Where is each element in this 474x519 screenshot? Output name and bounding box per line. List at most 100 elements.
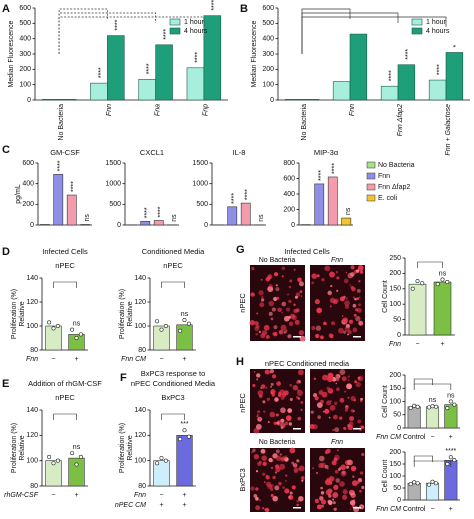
cell <box>333 484 339 490</box>
cell <box>358 320 364 326</box>
data-point <box>430 404 435 409</box>
bar <box>341 217 352 226</box>
cell <box>344 405 349 410</box>
bar <box>138 79 156 101</box>
cell <box>314 396 319 401</box>
cell <box>353 313 357 317</box>
bar <box>444 460 458 501</box>
cell <box>347 333 349 336</box>
comparison-bracket <box>413 383 452 390</box>
significance: **** <box>405 49 412 60</box>
data-point <box>410 286 415 291</box>
y-tick-label: 150 <box>389 385 401 392</box>
cell <box>341 470 346 475</box>
cell <box>264 507 270 513</box>
comparison-bracket <box>417 261 443 268</box>
cell <box>259 417 262 420</box>
cell <box>259 302 265 308</box>
y-axis-label: Median Fluorescence <box>8 20 15 87</box>
cell <box>277 307 282 313</box>
scale-bar <box>293 507 301 509</box>
y-axis-label: Relative <box>127 301 134 326</box>
bar <box>408 283 427 336</box>
cell <box>252 448 256 453</box>
x-tick-label: Control <box>403 434 426 441</box>
cell <box>267 484 273 490</box>
x-tick-label: Control <box>403 506 426 513</box>
y-tick-label: 80 <box>30 347 38 354</box>
cell <box>337 449 339 452</box>
data-point <box>445 280 450 285</box>
cell <box>324 408 330 414</box>
cell <box>332 501 336 505</box>
cell <box>315 333 320 339</box>
cell <box>296 389 300 392</box>
chart-title: Conditioned Media <box>142 247 205 256</box>
cell <box>356 297 360 301</box>
data-point <box>70 451 75 456</box>
cell <box>251 267 255 271</box>
cell <box>329 305 332 308</box>
x-row-label: Fnn <box>134 492 146 499</box>
cell <box>346 405 348 407</box>
y-tick-label: 200 <box>262 66 274 73</box>
comparison-bracket <box>161 413 185 420</box>
comparison-bracket <box>53 281 77 288</box>
cell <box>255 497 259 501</box>
x-row-label: rhGM-CSF <box>4 492 39 499</box>
cell <box>348 319 354 324</box>
cell <box>281 275 284 278</box>
cell <box>272 495 278 502</box>
cell <box>346 383 353 390</box>
legend-label: E. coli <box>378 195 398 202</box>
cell <box>256 415 259 418</box>
significance: ns <box>258 214 265 222</box>
data-point <box>452 402 457 407</box>
chart-subtitle: nPEC <box>55 261 75 270</box>
cell <box>287 293 290 296</box>
cell <box>316 402 323 408</box>
y-tick-label: 200 <box>389 270 401 277</box>
cell <box>289 491 293 495</box>
cell <box>309 423 315 429</box>
cell <box>357 375 364 382</box>
significance: **** <box>445 448 456 455</box>
cell <box>288 422 292 426</box>
cell <box>288 321 294 326</box>
cell <box>319 389 324 394</box>
cell <box>319 495 322 498</box>
cell <box>272 475 276 480</box>
cell <box>258 290 264 296</box>
cell <box>351 286 356 292</box>
data-point <box>412 403 417 408</box>
bar <box>153 325 170 351</box>
cell <box>359 504 365 510</box>
data-point <box>408 405 413 410</box>
cell <box>273 325 278 330</box>
y-tick-label: 0 <box>27 97 31 104</box>
x-tick-label: − <box>415 341 419 348</box>
y-tick-label: 600 <box>262 5 274 12</box>
y-tick-label: 140 <box>134 275 146 282</box>
cell <box>321 499 327 505</box>
cell <box>255 505 261 511</box>
x-tick-label: + <box>74 492 78 499</box>
significance: ns <box>73 320 81 327</box>
cell <box>300 408 303 411</box>
cell <box>340 464 346 471</box>
bar <box>41 99 60 101</box>
cell <box>358 296 361 299</box>
cell <box>283 390 289 396</box>
x-row-label: Fnn CM <box>376 434 401 441</box>
cell <box>262 461 267 467</box>
cell <box>283 456 287 460</box>
y-tick-label: 0 <box>204 222 208 229</box>
significance: **** <box>231 193 238 204</box>
cell <box>276 421 280 425</box>
cell <box>287 408 293 413</box>
y-tick-label: 100 <box>26 323 38 330</box>
image-row-label: nPEC <box>238 393 247 413</box>
comparison-bracket <box>58 16 205 54</box>
panel-label: A <box>2 3 10 15</box>
